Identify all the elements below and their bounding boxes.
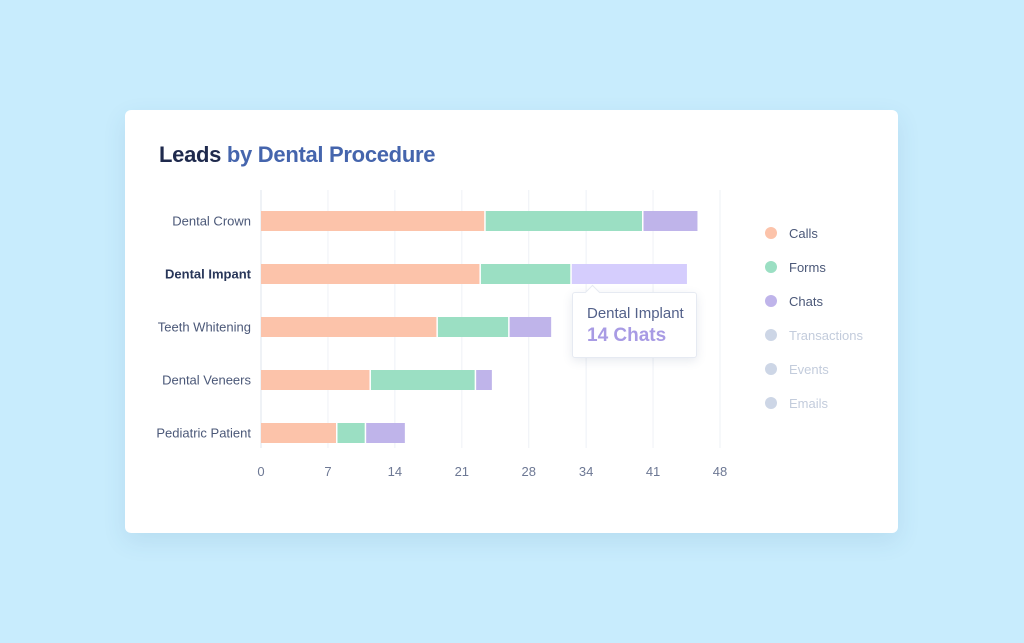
legend-dot bbox=[765, 295, 777, 307]
legend-dot bbox=[765, 363, 777, 375]
chart-tooltip: Dental Implant 14 Chats bbox=[572, 284, 697, 358]
x-tick-label: 14 bbox=[388, 464, 402, 479]
legend-item-calls[interactable]: Calls bbox=[765, 216, 863, 250]
bar-chats-dental-crown bbox=[643, 211, 698, 231]
bar-forms-dental-veneers bbox=[370, 370, 475, 390]
chart-title-leads: Leads bbox=[159, 142, 222, 167]
bar-chart: 0 7 14 21 28 34 41 48 Dental Crown Dental Impant T… bbox=[156, 190, 727, 479]
tooltip-value: 14 Chats bbox=[587, 325, 667, 346]
legend-dot bbox=[765, 261, 777, 273]
bar-calls-pediatric-patient bbox=[261, 423, 336, 443]
chart-legend: Calls Forms Chats Transactions Events Emails bbox=[765, 216, 863, 420]
legend-dot bbox=[765, 329, 777, 341]
bar-calls-dental-crown bbox=[261, 211, 485, 231]
bar-calls-dental-veneers bbox=[261, 370, 370, 390]
x-tick-label: 41 bbox=[646, 464, 660, 479]
legend-label: Transactions bbox=[789, 327, 863, 343]
legend-dot bbox=[765, 227, 777, 239]
bar-chats-dental-impant bbox=[571, 264, 687, 284]
category-label: Dental Crown bbox=[172, 214, 251, 229]
x-tick-label: 28 bbox=[522, 464, 536, 479]
legend-label: Forms bbox=[789, 259, 826, 275]
chart-card: Leads by Dental Procedure 0 7 14 21 28 34 41 48… bbox=[125, 110, 898, 533]
x-tick-label: 21 bbox=[455, 464, 469, 479]
bar-chats-dental-veneers bbox=[476, 370, 492, 390]
bar-chats-teeth-whitening bbox=[509, 317, 552, 337]
legend-item-events[interactable]: Events bbox=[765, 352, 863, 386]
legend-label: Calls bbox=[789, 225, 818, 241]
category-label: Dental Veneers bbox=[162, 373, 251, 388]
legend-item-emails[interactable]: Emails bbox=[765, 386, 863, 420]
tooltip-title: Dental Implant bbox=[587, 305, 684, 322]
legend-item-chats[interactable]: Chats bbox=[765, 284, 863, 318]
chart-title: Leads by Dental Procedure bbox=[159, 142, 435, 168]
category-label: Teeth Whitening bbox=[158, 320, 251, 335]
x-tick-label: 34 bbox=[579, 464, 593, 479]
legend-item-transactions[interactable]: Transactions bbox=[765, 318, 863, 352]
x-tick-label: 7 bbox=[324, 464, 331, 479]
bar-forms-pediatric-patient bbox=[337, 423, 365, 443]
legend-dot bbox=[765, 397, 777, 409]
legend-label: Emails bbox=[789, 395, 829, 411]
category-label: Pediatric Patient bbox=[156, 426, 251, 441]
bar-forms-dental-crown bbox=[485, 211, 642, 231]
legend-label: Chats bbox=[789, 293, 823, 309]
legend-label: Events bbox=[789, 361, 829, 377]
x-tick-label: 48 bbox=[713, 464, 727, 479]
category-label: Dental Impant bbox=[165, 267, 252, 282]
bar-chats-pediatric-patient bbox=[366, 423, 405, 443]
x-tick-label: 0 bbox=[257, 464, 264, 479]
chart-title-procedure: by Dental Procedure bbox=[226, 142, 436, 167]
bar-forms-teeth-whitening bbox=[437, 317, 509, 337]
bar-calls-dental-impant bbox=[261, 264, 480, 284]
bar-calls-teeth-whitening bbox=[261, 317, 437, 337]
legend-item-forms[interactable]: Forms bbox=[765, 250, 863, 284]
bar-forms-dental-impant bbox=[480, 264, 571, 284]
